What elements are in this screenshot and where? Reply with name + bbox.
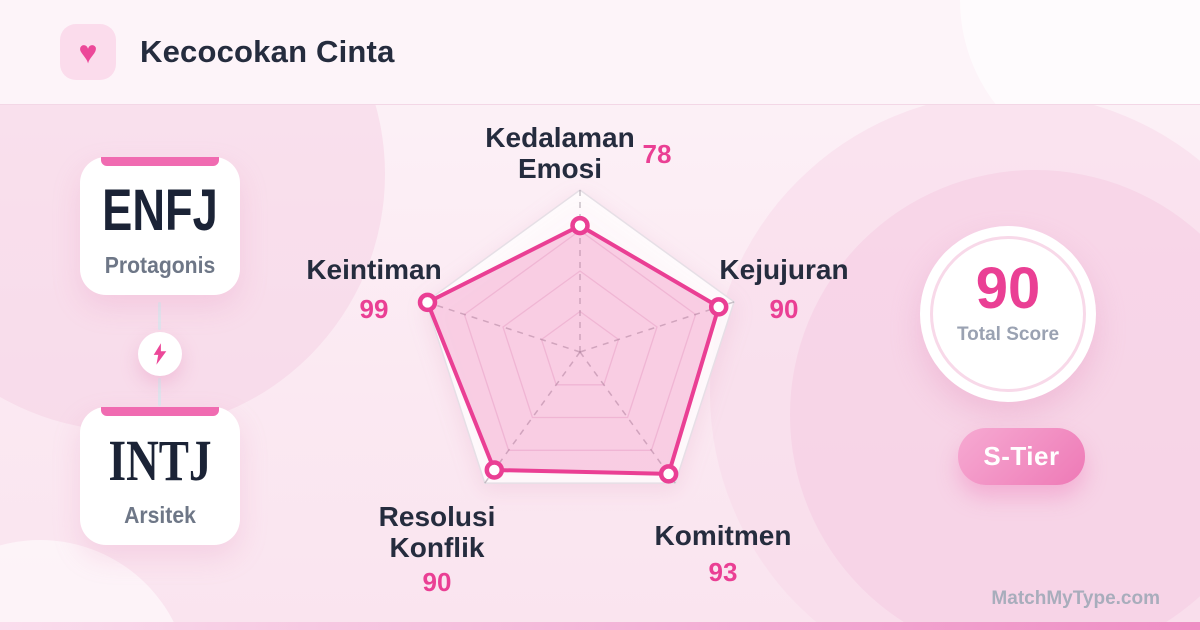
card-accent-bar xyxy=(101,407,219,416)
connector-line-top xyxy=(158,302,161,330)
axis-value-kejujuran: 90 xyxy=(769,294,799,324)
radar-data-polygon xyxy=(425,223,721,476)
connector-circle xyxy=(138,332,182,376)
personality-type-code: ENFJ xyxy=(102,178,218,243)
personality-nickname: Arsitek xyxy=(124,502,196,528)
score-inner-ring xyxy=(930,236,1086,392)
heart-icon: ♥ xyxy=(78,34,98,70)
header: ♥ Kecocokan Cinta xyxy=(0,0,1200,105)
axis-label-resolusi-konflik: Resolusi Konflik xyxy=(378,501,496,564)
radar-data-point xyxy=(417,292,438,313)
radar-axis-spoke xyxy=(579,351,676,484)
axis-value-keintiman: 99 xyxy=(359,294,389,324)
background-blob-bottom-left xyxy=(0,540,190,630)
axis-value-komitmen: 93 xyxy=(708,557,738,587)
axis-value-kedalaman-emosi: 78 xyxy=(642,139,672,169)
axis-value-resolusi-konflik: 90 xyxy=(422,567,452,597)
radar-grid-ring xyxy=(540,310,620,386)
header-blob xyxy=(960,0,1200,104)
radar-data-point xyxy=(658,464,679,484)
axis-label-kejujuran: Kejujuran xyxy=(719,254,849,285)
axis-label-keintiman: Keintiman xyxy=(306,254,442,285)
radar-data-point xyxy=(708,297,729,317)
lightning-bolt-icon xyxy=(153,343,167,365)
heart-icon-box: ♥ xyxy=(60,24,116,80)
personality-card-enfj: ENFJ Protagonis xyxy=(80,157,240,295)
connector-line-bottom xyxy=(158,378,161,406)
radar-axis-spoke xyxy=(484,351,581,484)
radar-grid-ring xyxy=(463,229,697,451)
card-accent-bar xyxy=(101,157,219,166)
bottom-accent-bar xyxy=(0,622,1200,630)
personality-nickname: Protagonis xyxy=(104,252,216,278)
radar-data-point xyxy=(484,460,505,480)
radar-axis-spoke xyxy=(425,301,581,353)
radar-chart xyxy=(380,100,780,540)
page-title: Kecocokan Cinta xyxy=(140,34,395,69)
total-score-circle: 90 Total Score xyxy=(920,226,1096,402)
watermark: MatchMyType.com xyxy=(991,588,1160,609)
personality-type-code: INTJ xyxy=(108,428,212,493)
radar-chart-svg xyxy=(417,189,735,484)
axis-label-komitmen: Komitmen xyxy=(654,520,792,551)
radar-grid-ring xyxy=(502,270,658,419)
radar-axis-spoke xyxy=(579,301,735,353)
personality-card-intj: INTJ Arsitek xyxy=(80,407,240,545)
tier-badge: S-Tier xyxy=(958,428,1085,485)
radar-data-point xyxy=(570,215,590,236)
axis-label-kedalaman-emosi: Kedalaman Emosi xyxy=(485,122,635,185)
